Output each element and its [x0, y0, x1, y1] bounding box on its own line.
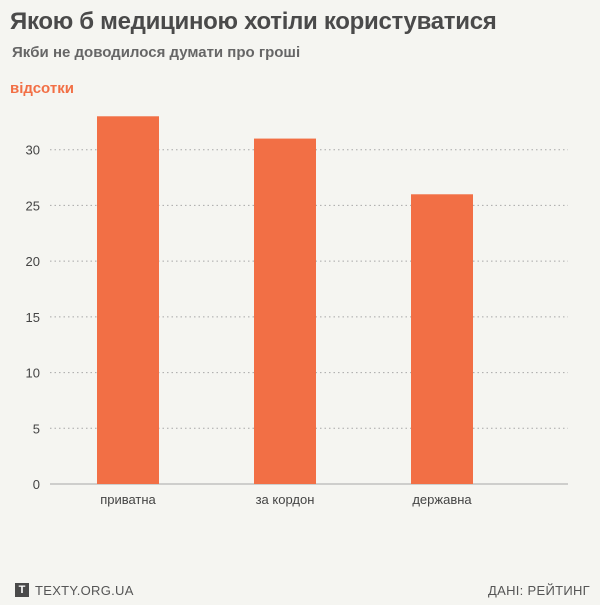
- y-tick-label: 0: [33, 477, 40, 492]
- data-source: ДАНІ: РЕЙТИНГ: [488, 583, 590, 598]
- x-tick-label: приватна: [100, 492, 156, 507]
- y-tick-label: 20: [26, 254, 40, 269]
- footer: T TEXTY.ORG.UA ДАНІ: РЕЙТИНГ: [0, 572, 600, 605]
- bar-державна: [411, 194, 473, 485]
- x-tick-label: за кордон: [256, 492, 315, 507]
- site-link[interactable]: TEXTY.ORG.UA: [35, 583, 134, 598]
- bar-приватна: [97, 116, 159, 485]
- x-tick-label: державна: [412, 492, 472, 507]
- texty-logo-icon: T: [15, 583, 29, 597]
- y-tick-label: 5: [33, 421, 40, 436]
- chart-title: Якою б медициною хотіли користуватися: [10, 8, 497, 35]
- unit-label: відсотки: [10, 80, 74, 97]
- y-tick-label: 25: [26, 198, 40, 213]
- y-tick-label: 30: [26, 143, 40, 158]
- bar-за кордон: [254, 138, 316, 485]
- chart-subtitle: Якби не доводилося думати про гроші: [12, 44, 301, 61]
- y-tick-label: 10: [26, 366, 40, 381]
- y-tick-label: 15: [26, 310, 40, 325]
- bar-chart: 0 5 10 15 20 25 30 приватна за кордон державна: [26, 116, 568, 507]
